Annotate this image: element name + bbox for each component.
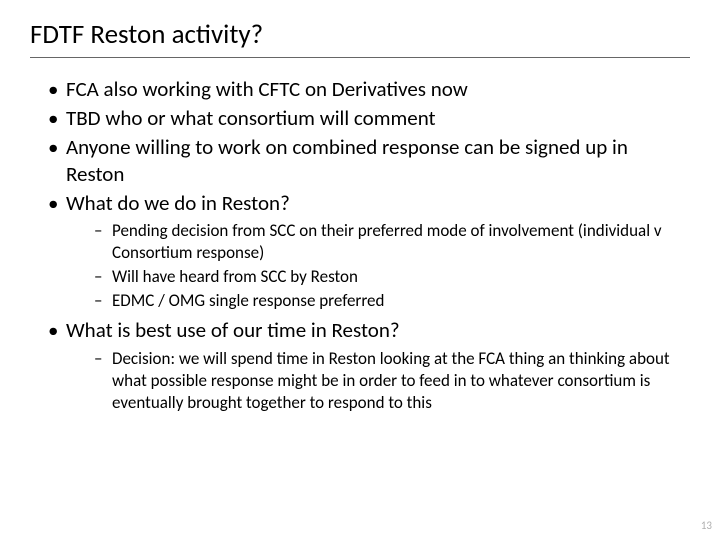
bullet-text: TBD who or what consortium will comment — [66, 105, 436, 131]
sub-bullet-text: Will have heard from SCC by Reston — [112, 266, 358, 287]
bullet-item: Anyone willing to work on combined respo… — [48, 134, 690, 188]
bullet-item: What is best use of our time in Reston? … — [48, 317, 690, 413]
slide: FDTF Reston activity? FCA also working w… — [0, 0, 720, 540]
bullet-list-level2: Decision: we will spend time in Reston l… — [66, 348, 690, 413]
bullet-item: TBD who or what consortium will comment — [48, 105, 690, 132]
sub-bullet-item: Will have heard from SCC by Reston — [94, 266, 690, 288]
sub-bullet-text: Decision: we will spend time in Reston l… — [112, 348, 670, 413]
bullet-list-level1: FCA also working with CFTC on Derivative… — [30, 76, 690, 414]
bullet-text: What do we do in Reston? — [66, 190, 290, 216]
bullet-list-level2: Pending decision from SCC on their prefe… — [66, 220, 690, 311]
sub-bullet-text: Pending decision from SCC on their prefe… — [112, 220, 662, 263]
sub-bullet-item: EDMC / OMG single response preferred — [94, 290, 690, 312]
bullet-text: Anyone willing to work on combined respo… — [66, 134, 628, 187]
page-number: 13 — [701, 519, 712, 532]
bullet-text: FCA also working with CFTC on Derivative… — [66, 76, 468, 102]
slide-title: FDTF Reston activity? — [30, 18, 690, 58]
bullet-item: What do we do in Reston? Pending decisio… — [48, 190, 690, 312]
bullet-item: FCA also working with CFTC on Derivative… — [48, 76, 690, 103]
sub-bullet-item: Pending decision from SCC on their prefe… — [94, 220, 690, 264]
sub-bullet-text: EDMC / OMG single response preferred — [112, 290, 384, 311]
sub-bullet-item: Decision: we will spend time in Reston l… — [94, 348, 690, 413]
bullet-text: What is best use of our time in Reston? — [66, 317, 400, 343]
